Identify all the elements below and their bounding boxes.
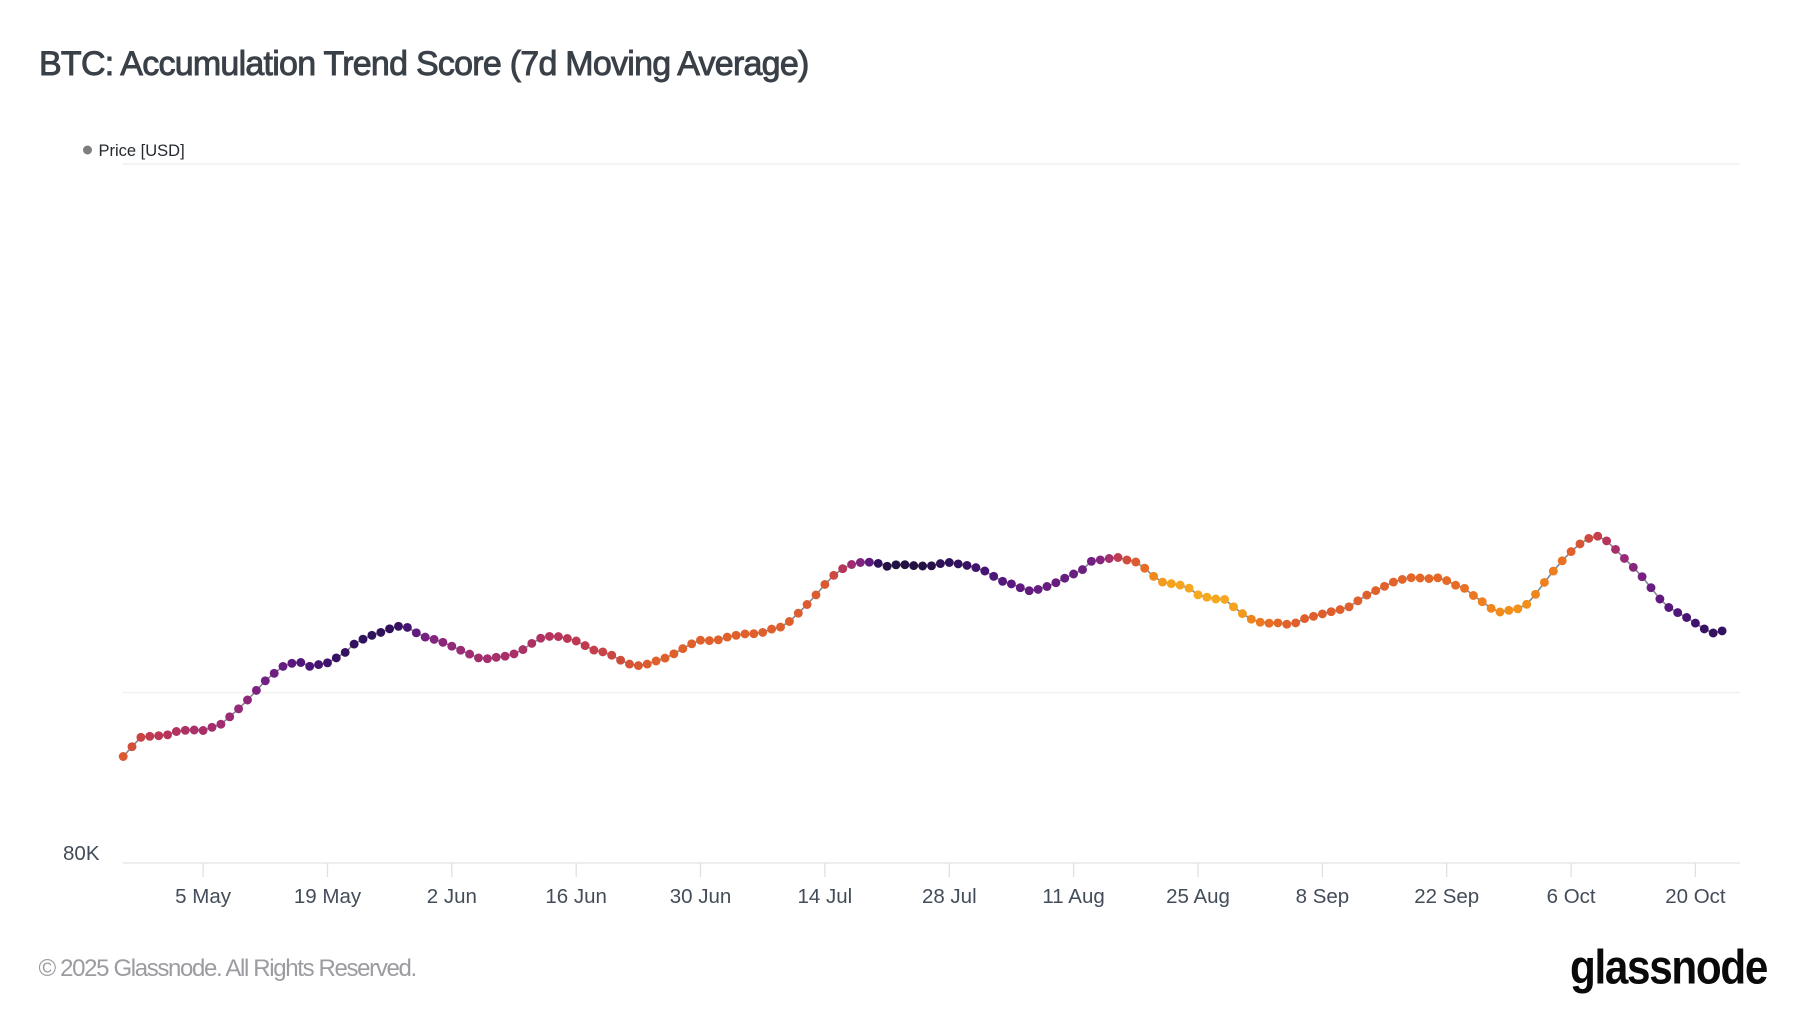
svg-text:glassnode: glassnode: [1570, 940, 1767, 994]
svg-text:2 Jun: 2 Jun: [427, 885, 477, 908]
svg-text:© 2025 Glassnode. All Rights R: © 2025 Glassnode. All Rights Reserved.: [39, 955, 416, 982]
svg-text:5 May: 5 May: [175, 885, 232, 908]
svg-text:Price [USD]: Price [USD]: [99, 142, 185, 160]
svg-text:6 Oct: 6 Oct: [1547, 885, 1596, 908]
svg-text:22 Sep: 22 Sep: [1414, 885, 1479, 908]
svg-text:80K: 80K: [63, 842, 100, 865]
svg-text:14 Jul: 14 Jul: [798, 885, 853, 908]
svg-text:16 Jun: 16 Jun: [545, 885, 607, 908]
svg-text:25 Aug: 25 Aug: [1166, 885, 1230, 908]
svg-text:BTC: Accumulation Trend Score: BTC: Accumulation Trend Score (7d Moving…: [39, 45, 809, 83]
svg-text:28 Jul: 28 Jul: [922, 885, 977, 908]
svg-text:11 Aug: 11 Aug: [1042, 885, 1104, 908]
svg-text:20 Oct: 20 Oct: [1665, 885, 1726, 908]
svg-text:19 May: 19 May: [294, 885, 362, 908]
svg-text:8 Sep: 8 Sep: [1296, 885, 1350, 908]
svg-text:30 Jun: 30 Jun: [670, 885, 732, 908]
